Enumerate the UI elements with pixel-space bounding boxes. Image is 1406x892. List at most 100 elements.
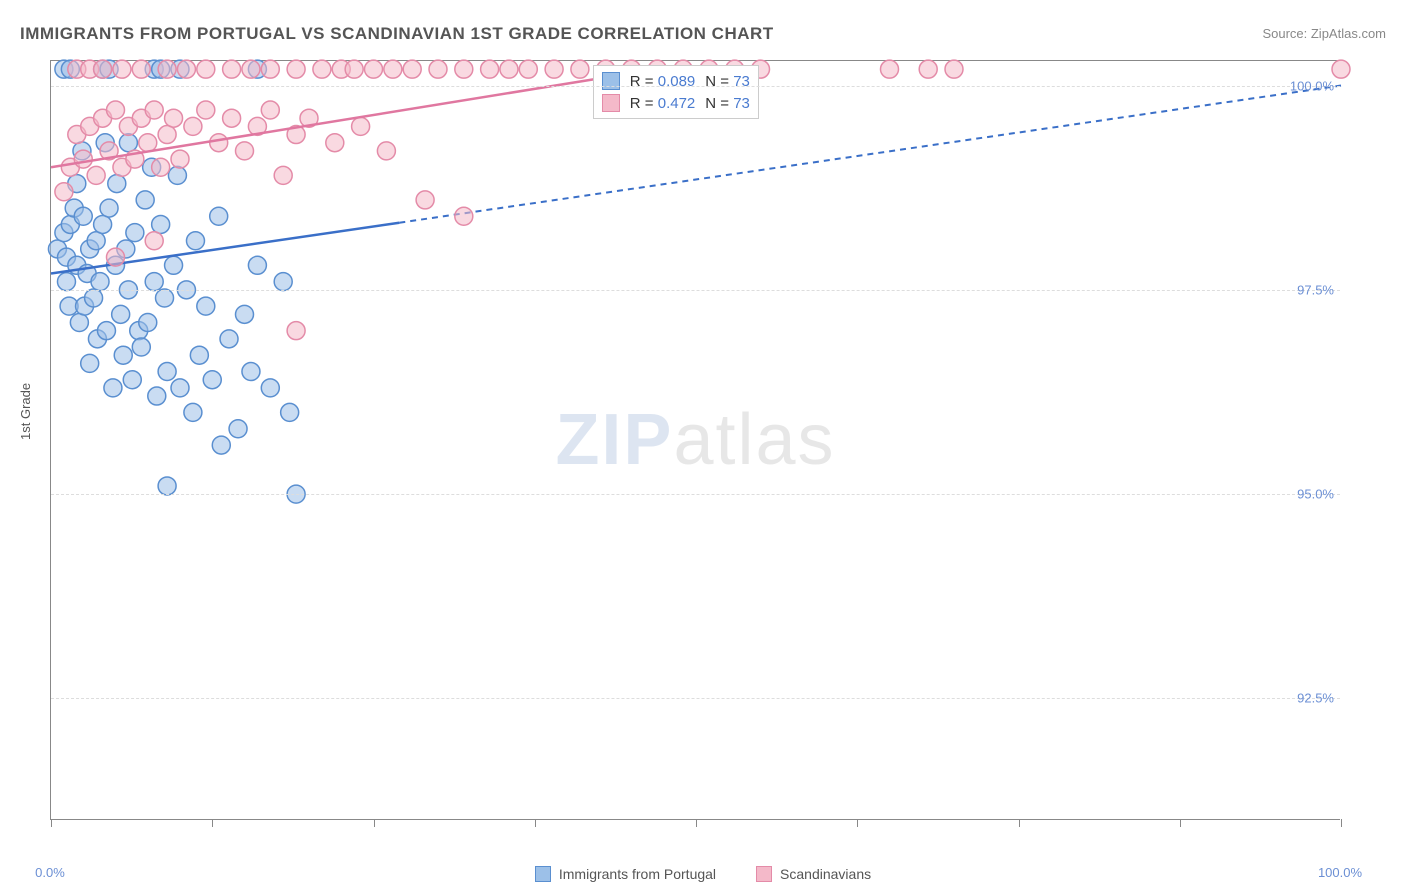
x-tick (696, 819, 697, 827)
scatter-point (97, 322, 115, 340)
scatter-point (112, 305, 130, 323)
scatter-point (91, 273, 109, 291)
scatter-point (168, 166, 186, 184)
legend-label: Immigrants from Portugal (559, 866, 716, 882)
scatter-point (212, 436, 230, 454)
chart-svg (51, 61, 1340, 819)
scatter-point (114, 346, 132, 364)
scatter-point (313, 60, 331, 78)
scatter-point (55, 183, 73, 201)
scatter-point (281, 403, 299, 421)
scatter-point (1332, 60, 1350, 78)
scatter-point (70, 314, 88, 332)
stats-n-label: N = 73 (705, 95, 750, 112)
scatter-point (365, 60, 383, 78)
scatter-point (274, 166, 292, 184)
scatter-point (145, 232, 163, 250)
scatter-point (248, 256, 266, 274)
scatter-point (171, 379, 189, 397)
scatter-point (136, 191, 154, 209)
y-tick-label: 92.5% (1297, 691, 1334, 706)
scatter-point (345, 60, 363, 78)
scatter-point (104, 379, 122, 397)
x-tick-label-min: 0.0% (35, 865, 65, 880)
scatter-point (236, 305, 254, 323)
scatter-point (132, 60, 150, 78)
scatter-point (352, 117, 370, 135)
x-tick (857, 819, 858, 827)
scatter-point (220, 330, 238, 348)
scatter-point (287, 322, 305, 340)
scatter-point (261, 101, 279, 119)
scatter-point (81, 354, 99, 372)
scatter-point (184, 403, 202, 421)
scatter-point (186, 232, 204, 250)
scatter-point (403, 60, 421, 78)
legend-swatch (535, 866, 551, 882)
scatter-point (123, 371, 141, 389)
gridline (51, 698, 1340, 699)
scatter-point (571, 60, 589, 78)
scatter-point (177, 60, 195, 78)
scatter-point (545, 60, 563, 78)
stats-row: R = 0.472N = 73 (602, 92, 750, 114)
x-tick (535, 819, 536, 827)
x-tick (1180, 819, 1181, 827)
scatter-point (139, 134, 157, 152)
scatter-point (152, 215, 170, 233)
scatter-point (158, 363, 176, 381)
legend-item: Scandinavians (756, 866, 871, 882)
scatter-point (229, 420, 247, 438)
scatter-point (139, 314, 157, 332)
scatter-point (85, 289, 103, 307)
scatter-point (203, 371, 221, 389)
scatter-point (171, 150, 189, 168)
scatter-point (455, 207, 473, 225)
scatter-point (197, 297, 215, 315)
legend-swatch (756, 866, 772, 882)
legend: Immigrants from Portugal Scandinavians (0, 866, 1406, 882)
trend-line-dashed (399, 86, 1341, 223)
scatter-point (455, 60, 473, 78)
y-axis-label: 1st Grade (18, 383, 33, 440)
stats-r-label: R = 0.089 (630, 73, 695, 90)
scatter-point (197, 101, 215, 119)
scatter-point (223, 60, 241, 78)
x-tick (1341, 819, 1342, 827)
scatter-point (132, 338, 150, 356)
x-tick-label-max: 100.0% (1318, 865, 1362, 880)
gridline (51, 494, 1340, 495)
scatter-point (184, 117, 202, 135)
scatter-point (107, 248, 125, 266)
chart-title: IMMIGRANTS FROM PORTUGAL VS SCANDINAVIAN… (20, 24, 774, 44)
scatter-point (919, 60, 937, 78)
scatter-point (158, 60, 176, 78)
stats-swatch (602, 72, 620, 90)
scatter-point (500, 60, 518, 78)
legend-item: Immigrants from Portugal (535, 866, 716, 882)
scatter-point (287, 60, 305, 78)
scatter-point (384, 60, 402, 78)
y-tick-label: 97.5% (1297, 282, 1334, 297)
x-tick (1019, 819, 1020, 827)
scatter-point (274, 273, 292, 291)
scatter-point (481, 60, 499, 78)
scatter-point (223, 109, 241, 127)
scatter-point (74, 207, 92, 225)
scatter-point (261, 379, 279, 397)
scatter-point (165, 256, 183, 274)
chart-plot-area: ZIPatlas R = 0.089N = 73R = 0.472N = 73 … (50, 60, 1340, 820)
scatter-point (108, 175, 126, 193)
legend-label: Scandinavians (780, 866, 871, 882)
scatter-point (113, 60, 131, 78)
gridline (51, 290, 1340, 291)
scatter-point (57, 273, 75, 291)
scatter-point (261, 60, 279, 78)
y-tick-label: 95.0% (1297, 487, 1334, 502)
correlation-stats-box: R = 0.089 N = 73R = 0.472N = 73 (593, 65, 759, 119)
y-tick-label: 100.0% (1290, 78, 1334, 93)
scatter-point (945, 60, 963, 78)
scatter-point (158, 477, 176, 495)
scatter-point (100, 199, 118, 217)
scatter-point (148, 387, 166, 405)
